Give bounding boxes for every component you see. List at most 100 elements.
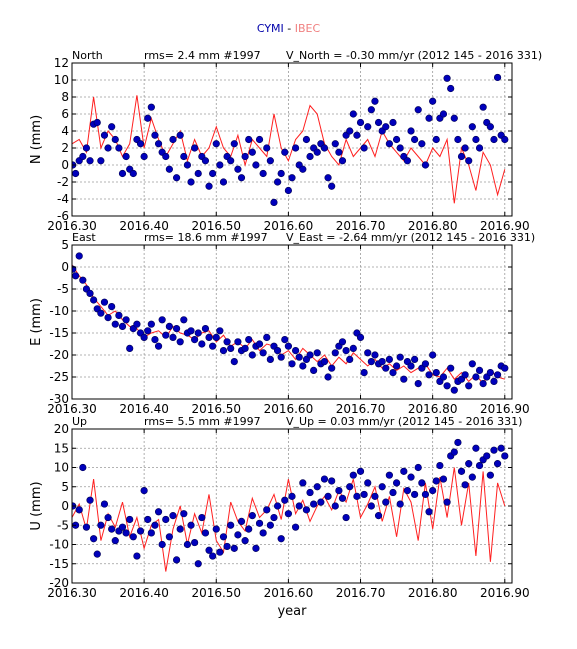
data-point xyxy=(266,355,274,364)
data-point xyxy=(364,123,372,131)
data-point xyxy=(400,375,408,383)
data-point xyxy=(443,498,451,506)
data-point xyxy=(230,358,238,366)
data-point xyxy=(126,344,134,353)
data-point xyxy=(338,494,347,502)
data-point xyxy=(183,161,192,169)
data-point xyxy=(111,135,119,144)
data-point xyxy=(324,373,332,381)
data-point xyxy=(382,123,390,131)
data-point xyxy=(230,140,238,148)
data-point xyxy=(97,157,105,165)
y-tick-label: 0 xyxy=(61,260,69,274)
data-point xyxy=(292,347,300,355)
panel-east: -30 -25 -20 -15 -10 -5 0 5 2016.30 2016.40 2016.50… xyxy=(29,231,535,416)
data-point xyxy=(382,498,390,506)
data-point xyxy=(180,510,188,518)
data-point xyxy=(407,362,415,370)
data-point xyxy=(501,364,509,372)
y-tick-label: 20 xyxy=(54,422,69,436)
data-point xyxy=(302,506,311,514)
y-axis-label: N (mm) xyxy=(29,115,44,164)
data-point xyxy=(320,358,329,366)
data-point xyxy=(165,533,173,541)
data-point xyxy=(284,510,292,518)
data-point xyxy=(400,467,408,475)
data-point xyxy=(108,303,116,311)
data-point xyxy=(147,529,155,537)
data-point xyxy=(154,508,163,516)
data-point xyxy=(223,338,231,346)
y-tick-label: -5 xyxy=(57,282,69,296)
data-point xyxy=(385,355,393,364)
data-point xyxy=(411,135,419,144)
y-tick-label: -5 xyxy=(57,518,69,532)
data-point xyxy=(172,556,181,564)
x-tick-label: 2016.60 xyxy=(264,402,314,416)
data-point xyxy=(360,369,368,377)
data-point xyxy=(324,492,332,500)
data-point xyxy=(129,169,137,178)
data-point xyxy=(205,546,213,554)
data-point xyxy=(176,338,184,346)
data-point xyxy=(356,118,365,127)
data-point xyxy=(93,550,101,558)
data-point xyxy=(172,325,181,333)
velocity-label: V_East = -2.64 mm/yr (2012 145 - 2016 33… xyxy=(286,231,535,244)
data-point xyxy=(266,157,274,165)
series-line xyxy=(72,95,506,204)
data-point xyxy=(288,174,296,182)
data-point xyxy=(180,152,188,161)
data-point xyxy=(255,135,264,144)
data-point xyxy=(90,535,98,543)
data-point xyxy=(371,492,379,500)
plot-frame xyxy=(71,244,513,400)
data-point xyxy=(461,371,469,379)
data-point xyxy=(335,148,343,156)
data-point xyxy=(371,351,379,359)
data-point xyxy=(335,487,343,495)
data-point xyxy=(439,475,448,483)
data-point xyxy=(450,114,458,122)
y-tick-label: 6 xyxy=(61,107,69,121)
data-point xyxy=(72,169,80,178)
rms-label: rms= 5.5 mm #1997 xyxy=(144,415,261,428)
data-point xyxy=(201,529,210,537)
data-point xyxy=(367,106,375,114)
data-point xyxy=(227,344,235,353)
data-point xyxy=(263,333,271,342)
data-point xyxy=(367,502,375,510)
data-point xyxy=(367,358,375,366)
data-point xyxy=(205,333,213,342)
data-point xyxy=(346,483,354,491)
data-point xyxy=(169,512,177,520)
data-point xyxy=(151,131,159,139)
data-point xyxy=(234,338,242,346)
data-point xyxy=(302,135,311,144)
data-point xyxy=(421,161,430,169)
data-point xyxy=(385,471,393,479)
data-point xyxy=(212,140,220,148)
data-point xyxy=(468,360,476,368)
data-point xyxy=(378,483,386,491)
data-point xyxy=(360,490,368,499)
data-point xyxy=(118,169,127,178)
data-point xyxy=(198,340,206,348)
data-point xyxy=(108,525,116,533)
data-point xyxy=(216,327,224,335)
data-point xyxy=(486,369,494,377)
data-point xyxy=(411,355,419,364)
x-tick-label: 2016.50 xyxy=(191,586,241,600)
data-point xyxy=(436,461,444,470)
data-point xyxy=(209,552,217,560)
data-point xyxy=(194,169,202,178)
data-point xyxy=(169,135,177,144)
x-tick-label: 2016.40 xyxy=(119,219,169,233)
data-point xyxy=(97,521,105,529)
data-point xyxy=(288,492,296,500)
data-point xyxy=(248,512,256,520)
data-point xyxy=(346,355,354,364)
data-point xyxy=(219,178,228,186)
data-point xyxy=(360,144,368,152)
